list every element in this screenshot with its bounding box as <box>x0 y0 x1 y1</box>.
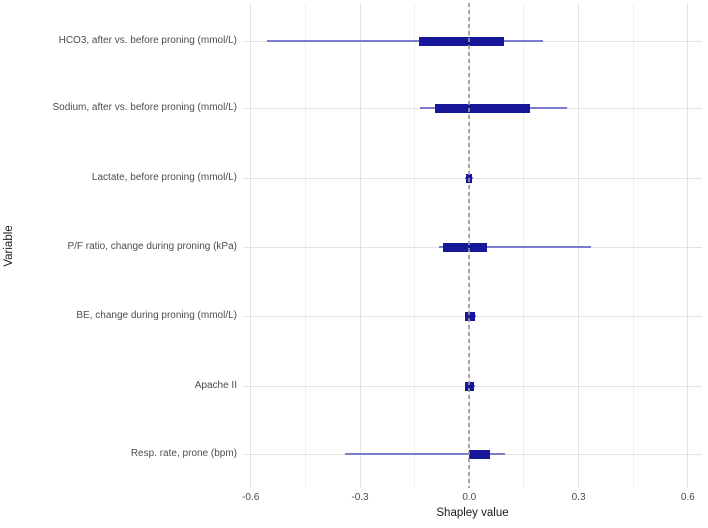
whisker-line <box>267 40 543 42</box>
major-gridline <box>359 3 361 488</box>
whisker-line <box>439 246 592 248</box>
x-axis-title: Shapley value <box>436 507 509 519</box>
whisker-line <box>345 453 506 455</box>
x-tick-label: -0.3 <box>351 492 369 503</box>
zero-reference-line <box>468 3 471 488</box>
minor-gridline <box>523 3 525 488</box>
y-tick-label: BE, change during proning (mmol/L) <box>76 310 237 321</box>
major-gridline <box>687 3 689 488</box>
y-tick-label: HCO3, after vs. before proning (mmol/L) <box>58 35 237 46</box>
boxplot-box <box>419 36 504 46</box>
x-tick-label: 0.0 <box>462 492 477 503</box>
x-tick-label: 0.3 <box>571 492 586 503</box>
boxplot-box <box>443 242 488 252</box>
minor-gridline <box>632 3 634 488</box>
y-tick-label: Lactate, before proning (mmol/L) <box>91 172 237 183</box>
y-tick-label: Resp. rate, prone (bpm) <box>130 448 237 459</box>
plot-panel <box>243 3 702 488</box>
major-gridline <box>578 3 580 488</box>
y-tick-label: P/F ratio, change during proning (kPa) <box>67 241 237 252</box>
minor-gridline <box>304 3 306 488</box>
x-tick-label: -0.6 <box>242 492 260 503</box>
y-tick-label: Sodium, after vs. before proning (mmol/L… <box>52 102 237 113</box>
x-tick-label: 0.6 <box>680 492 695 503</box>
boxplot-box <box>435 103 530 113</box>
major-gridline <box>250 3 252 488</box>
boxplot-box <box>469 449 491 459</box>
y-tick-label: Apache II <box>194 380 237 391</box>
minor-gridline <box>414 3 416 488</box>
